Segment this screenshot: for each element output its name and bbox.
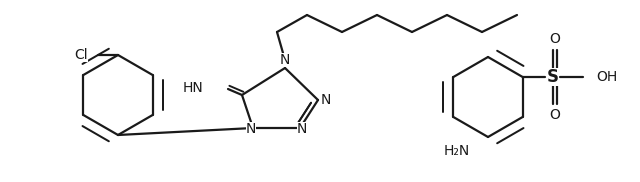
Text: HN: HN (182, 81, 203, 95)
Text: N: N (297, 122, 307, 136)
Text: O: O (549, 108, 560, 122)
Text: Cl: Cl (74, 48, 88, 62)
Text: N: N (280, 53, 290, 67)
Text: OH: OH (596, 70, 618, 84)
Text: O: O (549, 32, 560, 46)
Text: S: S (547, 68, 559, 86)
Text: N: N (246, 122, 256, 136)
Text: H₂N: H₂N (444, 144, 470, 158)
Text: N: N (321, 93, 331, 107)
